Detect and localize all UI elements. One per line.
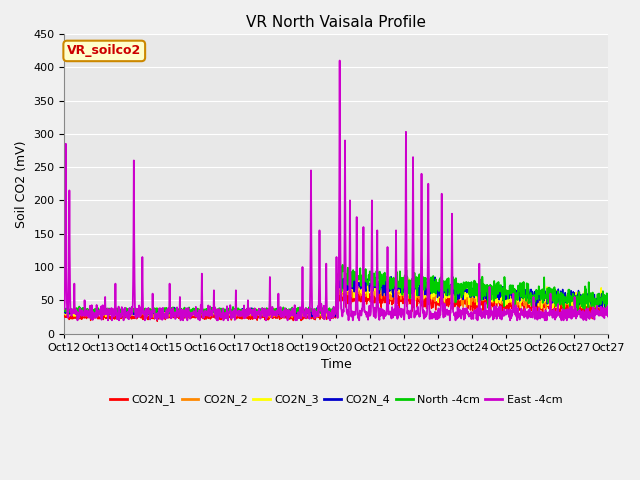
CO2N_2 [323,311,330,316]
East -4cm [61,306,68,312]
Title: VR North Vaisala Profile: VR North Vaisala Profile [246,15,426,30]
East -4cm [323,261,330,266]
CO2N_3 [61,309,68,314]
Y-axis label: Soil CO2 (mV): Soil CO2 (mV) [15,140,28,228]
Line: CO2N_3: CO2N_3 [65,277,608,316]
X-axis label: Time: Time [321,358,352,371]
North -4cm [604,300,612,306]
East -4cm [465,314,473,320]
North -4cm [545,300,552,306]
Text: VR_soilco2: VR_soilco2 [67,45,141,58]
CO2N_1 [61,313,68,319]
North -4cm [312,308,319,314]
CO2N_2 [383,276,390,281]
CO2N_3 [371,275,379,280]
CO2N_3 [598,297,605,303]
CO2N_1 [598,304,605,310]
Line: North -4cm: North -4cm [65,265,608,316]
CO2N_2 [465,292,473,298]
Line: CO2N_1: CO2N_1 [65,286,608,321]
CO2N_4 [61,310,68,315]
CO2N_1 [545,306,552,312]
North -4cm [145,306,153,312]
CO2N_2 [604,298,612,304]
CO2N_3 [604,294,612,300]
CO2N_4 [598,291,605,297]
CO2N_4 [308,313,316,319]
Line: CO2N_4: CO2N_4 [65,275,608,316]
CO2N_1 [361,283,369,288]
North -4cm [61,306,68,312]
North -4cm [322,307,330,313]
CO2N_3 [545,302,552,308]
CO2N_3 [323,312,330,318]
CO2N_2 [598,304,605,310]
CO2N_3 [121,313,129,319]
CO2N_3 [146,309,154,314]
CO2N_2 [145,308,153,313]
CO2N_1 [312,314,320,320]
North -4cm [572,313,579,319]
East -4cm [604,311,612,317]
CO2N_1 [604,305,612,311]
East -4cm [74,317,81,323]
East -4cm [545,311,552,316]
CO2N_3 [465,302,473,308]
CO2N_2 [545,295,552,300]
North -4cm [339,262,346,268]
CO2N_4 [312,310,320,315]
East -4cm [598,313,605,319]
East -4cm [312,310,320,315]
Line: CO2N_2: CO2N_2 [65,278,608,318]
CO2N_4 [545,294,552,300]
CO2N_3 [312,310,320,315]
CO2N_2 [61,308,68,314]
CO2N_4 [465,288,473,294]
CO2N_2 [289,315,296,321]
CO2N_1 [154,318,161,324]
CO2N_4 [351,272,359,277]
North -4cm [598,296,605,301]
CO2N_1 [145,315,153,321]
CO2N_2 [312,312,320,317]
CO2N_4 [323,309,330,315]
North -4cm [465,280,472,286]
East -4cm [146,308,154,314]
CO2N_4 [145,310,153,316]
CO2N_1 [465,293,473,299]
Line: East -4cm: East -4cm [65,60,608,320]
CO2N_1 [323,313,330,319]
CO2N_4 [604,293,612,299]
Legend: CO2N_1, CO2N_2, CO2N_3, CO2N_4, North -4cm, East -4cm: CO2N_1, CO2N_2, CO2N_3, CO2N_4, North -4… [106,390,566,410]
East -4cm [336,58,344,63]
